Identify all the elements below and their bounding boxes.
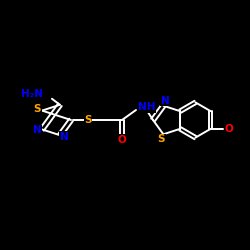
- Text: H₂N: H₂N: [21, 89, 43, 99]
- Text: N: N: [33, 126, 42, 136]
- Text: N: N: [60, 132, 68, 142]
- Text: O: O: [118, 135, 126, 145]
- Text: NH: NH: [138, 102, 156, 112]
- Text: S: S: [158, 134, 165, 144]
- Text: N: N: [161, 96, 170, 106]
- Text: S: S: [33, 104, 41, 114]
- Text: O: O: [224, 124, 233, 134]
- Text: S: S: [84, 115, 92, 125]
